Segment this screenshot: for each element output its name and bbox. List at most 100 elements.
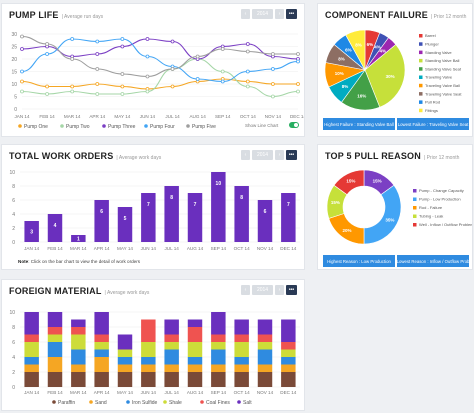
y-tick-label: 6 <box>12 198 15 204</box>
slice-label: 20% <box>342 228 351 233</box>
lowest-failure-button[interactable]: Lowest Failure : Traveling Valve Seat <box>397 118 469 130</box>
highest-failure-button[interactable]: Highest Failure : Standing Valve Ball <box>323 118 395 130</box>
data-point <box>170 67 175 71</box>
stacked-bar-segment <box>24 312 39 335</box>
work-orders-bar-chart[interactable]: 0 2 4 6 8 10 3 JAN 14 4 FEB 14 1 MAR 14 6 APR 14 5 MAY … <box>2 145 304 257</box>
highest-reason-button[interactable]: Highest Reason : Low Production <box>323 255 395 267</box>
data-point <box>70 84 75 89</box>
y-tick-label: 8 <box>12 184 15 190</box>
bar <box>141 193 156 242</box>
work-orders-subtitle: | Average work days <box>116 155 162 161</box>
stacked-bar-segment <box>257 364 273 372</box>
data-point <box>170 39 175 44</box>
data-point <box>271 67 275 71</box>
more-options-button[interactable]: ••• <box>286 9 297 19</box>
stacked-bar-segment <box>211 364 226 372</box>
slice-label: 15% <box>373 179 382 184</box>
bar <box>281 193 296 242</box>
x-tick-label: MAR 14 <box>64 114 81 119</box>
data-point <box>245 69 250 74</box>
legend-swatch <box>419 42 423 46</box>
more-options-button[interactable]: ••• <box>286 285 297 295</box>
pull-reason-title: TOP 5 PULL REASON | Prior 12 month <box>325 151 460 161</box>
legend-label: Barrel <box>425 33 436 38</box>
x-tick-label: APR 14 <box>89 114 105 119</box>
year-selector[interactable]: 2014 <box>252 150 273 160</box>
pump-life-title: PUMP LIFE | Average run days <box>9 10 104 20</box>
legend-swatch <box>419 75 423 79</box>
lowest-reason-button[interactable]: Lowest Reason : Inflow / Outflow Prob <box>397 255 469 267</box>
slice-label: 6% <box>367 42 374 47</box>
legend-label: Pump - Low Production <box>419 197 461 202</box>
x-tick-label: OCT 14 <box>240 114 256 119</box>
legend-swatch <box>237 400 241 404</box>
data-point <box>70 57 75 61</box>
series-line-pump-one <box>21 78 298 90</box>
bar <box>94 200 109 242</box>
x-tick-label: APR 14 <box>94 390 110 395</box>
legend-label: Tubing - Leak <box>419 214 443 219</box>
bar <box>187 193 203 242</box>
legend-swatch <box>419 83 423 88</box>
x-tick-label: DEC 14 <box>290 114 304 119</box>
prev-year-button[interactable]: ‹ <box>241 9 250 19</box>
bar-value-label: 7 <box>194 202 197 208</box>
next-year-button[interactable]: › <box>275 9 284 19</box>
stacked-bar-segment <box>257 319 273 335</box>
stacked-bar-segment <box>71 319 86 327</box>
stacked-bar-segment <box>164 319 179 335</box>
bar-value-label: 5 <box>124 216 127 222</box>
data-point <box>195 54 200 59</box>
prev-year-button[interactable]: ‹ <box>241 285 250 295</box>
legend-swatch <box>413 223 417 227</box>
data-point <box>245 79 250 84</box>
data-point <box>20 34 24 39</box>
pump-life-line-chart: 0 5 10 15 20 25 30 JAN 14 FEB 14 MAR 14 APR 14 MAY … <box>11 32 304 130</box>
stacked-bar-segment <box>24 372 39 387</box>
prev-year-button[interactable]: ‹ <box>241 150 250 160</box>
data-point <box>120 44 125 49</box>
line-chart-toggle[interactable] <box>289 122 299 128</box>
foreign-material-subtitle: | Average work days <box>104 290 150 296</box>
y-tick-label: 10 <box>11 82 17 88</box>
x-tick-label: JUN 14 <box>141 390 157 395</box>
stacked-bar-segment <box>47 342 63 357</box>
legend-swatch <box>89 400 93 404</box>
bar-value-label: 10 <box>216 181 222 187</box>
legend-swatch <box>419 34 423 38</box>
x-tick-label: JUL 14 <box>165 114 180 119</box>
bar-value-label: 6 <box>264 209 267 215</box>
slice-label: 10% <box>335 71 344 76</box>
y-tick-label: 6 <box>12 340 15 346</box>
stacked-bar-segment <box>47 327 63 335</box>
year-selector[interactable]: 2014 <box>252 285 273 295</box>
stacked-bar-segment <box>211 334 226 342</box>
legend-label: Coal Fines <box>206 400 230 406</box>
next-year-button[interactable]: › <box>275 285 284 295</box>
bar <box>47 214 63 242</box>
data-point <box>145 54 150 59</box>
work-orders-controls: ‹ 2014 › ••• <box>241 150 297 160</box>
legend-swatch <box>419 58 423 63</box>
data-point <box>271 82 275 86</box>
data-point <box>20 89 24 94</box>
stacked-bar-segment <box>47 372 63 387</box>
legend-label: Traveling Valve Ball <box>425 83 460 88</box>
top5-pull-reason-panel: TOP 5 PULL REASON | Prior 12 month 15% 35%… <box>317 144 473 270</box>
more-options-button[interactable]: ••• <box>286 150 297 160</box>
x-tick-label: FEB 14 <box>47 390 63 395</box>
bar <box>71 235 86 242</box>
year-selector[interactable]: 2014 <box>252 9 273 19</box>
data-point <box>145 89 150 94</box>
foreign-material-controls: ‹ 2014 › ••• <box>241 285 297 295</box>
stacked-bar-segment <box>164 372 179 387</box>
stacked-bar-segment <box>71 349 86 365</box>
stacked-bar-segment <box>187 319 203 327</box>
x-tick-label: MAY 14 <box>117 390 133 395</box>
series-line-pump-two <box>21 58 299 98</box>
next-year-button[interactable]: › <box>275 150 284 160</box>
data-point <box>120 37 125 41</box>
stacked-bar-segment <box>24 364 39 372</box>
slice-label: 15% <box>331 200 340 205</box>
pump-life-subtitle: | Average run days <box>61 14 104 20</box>
